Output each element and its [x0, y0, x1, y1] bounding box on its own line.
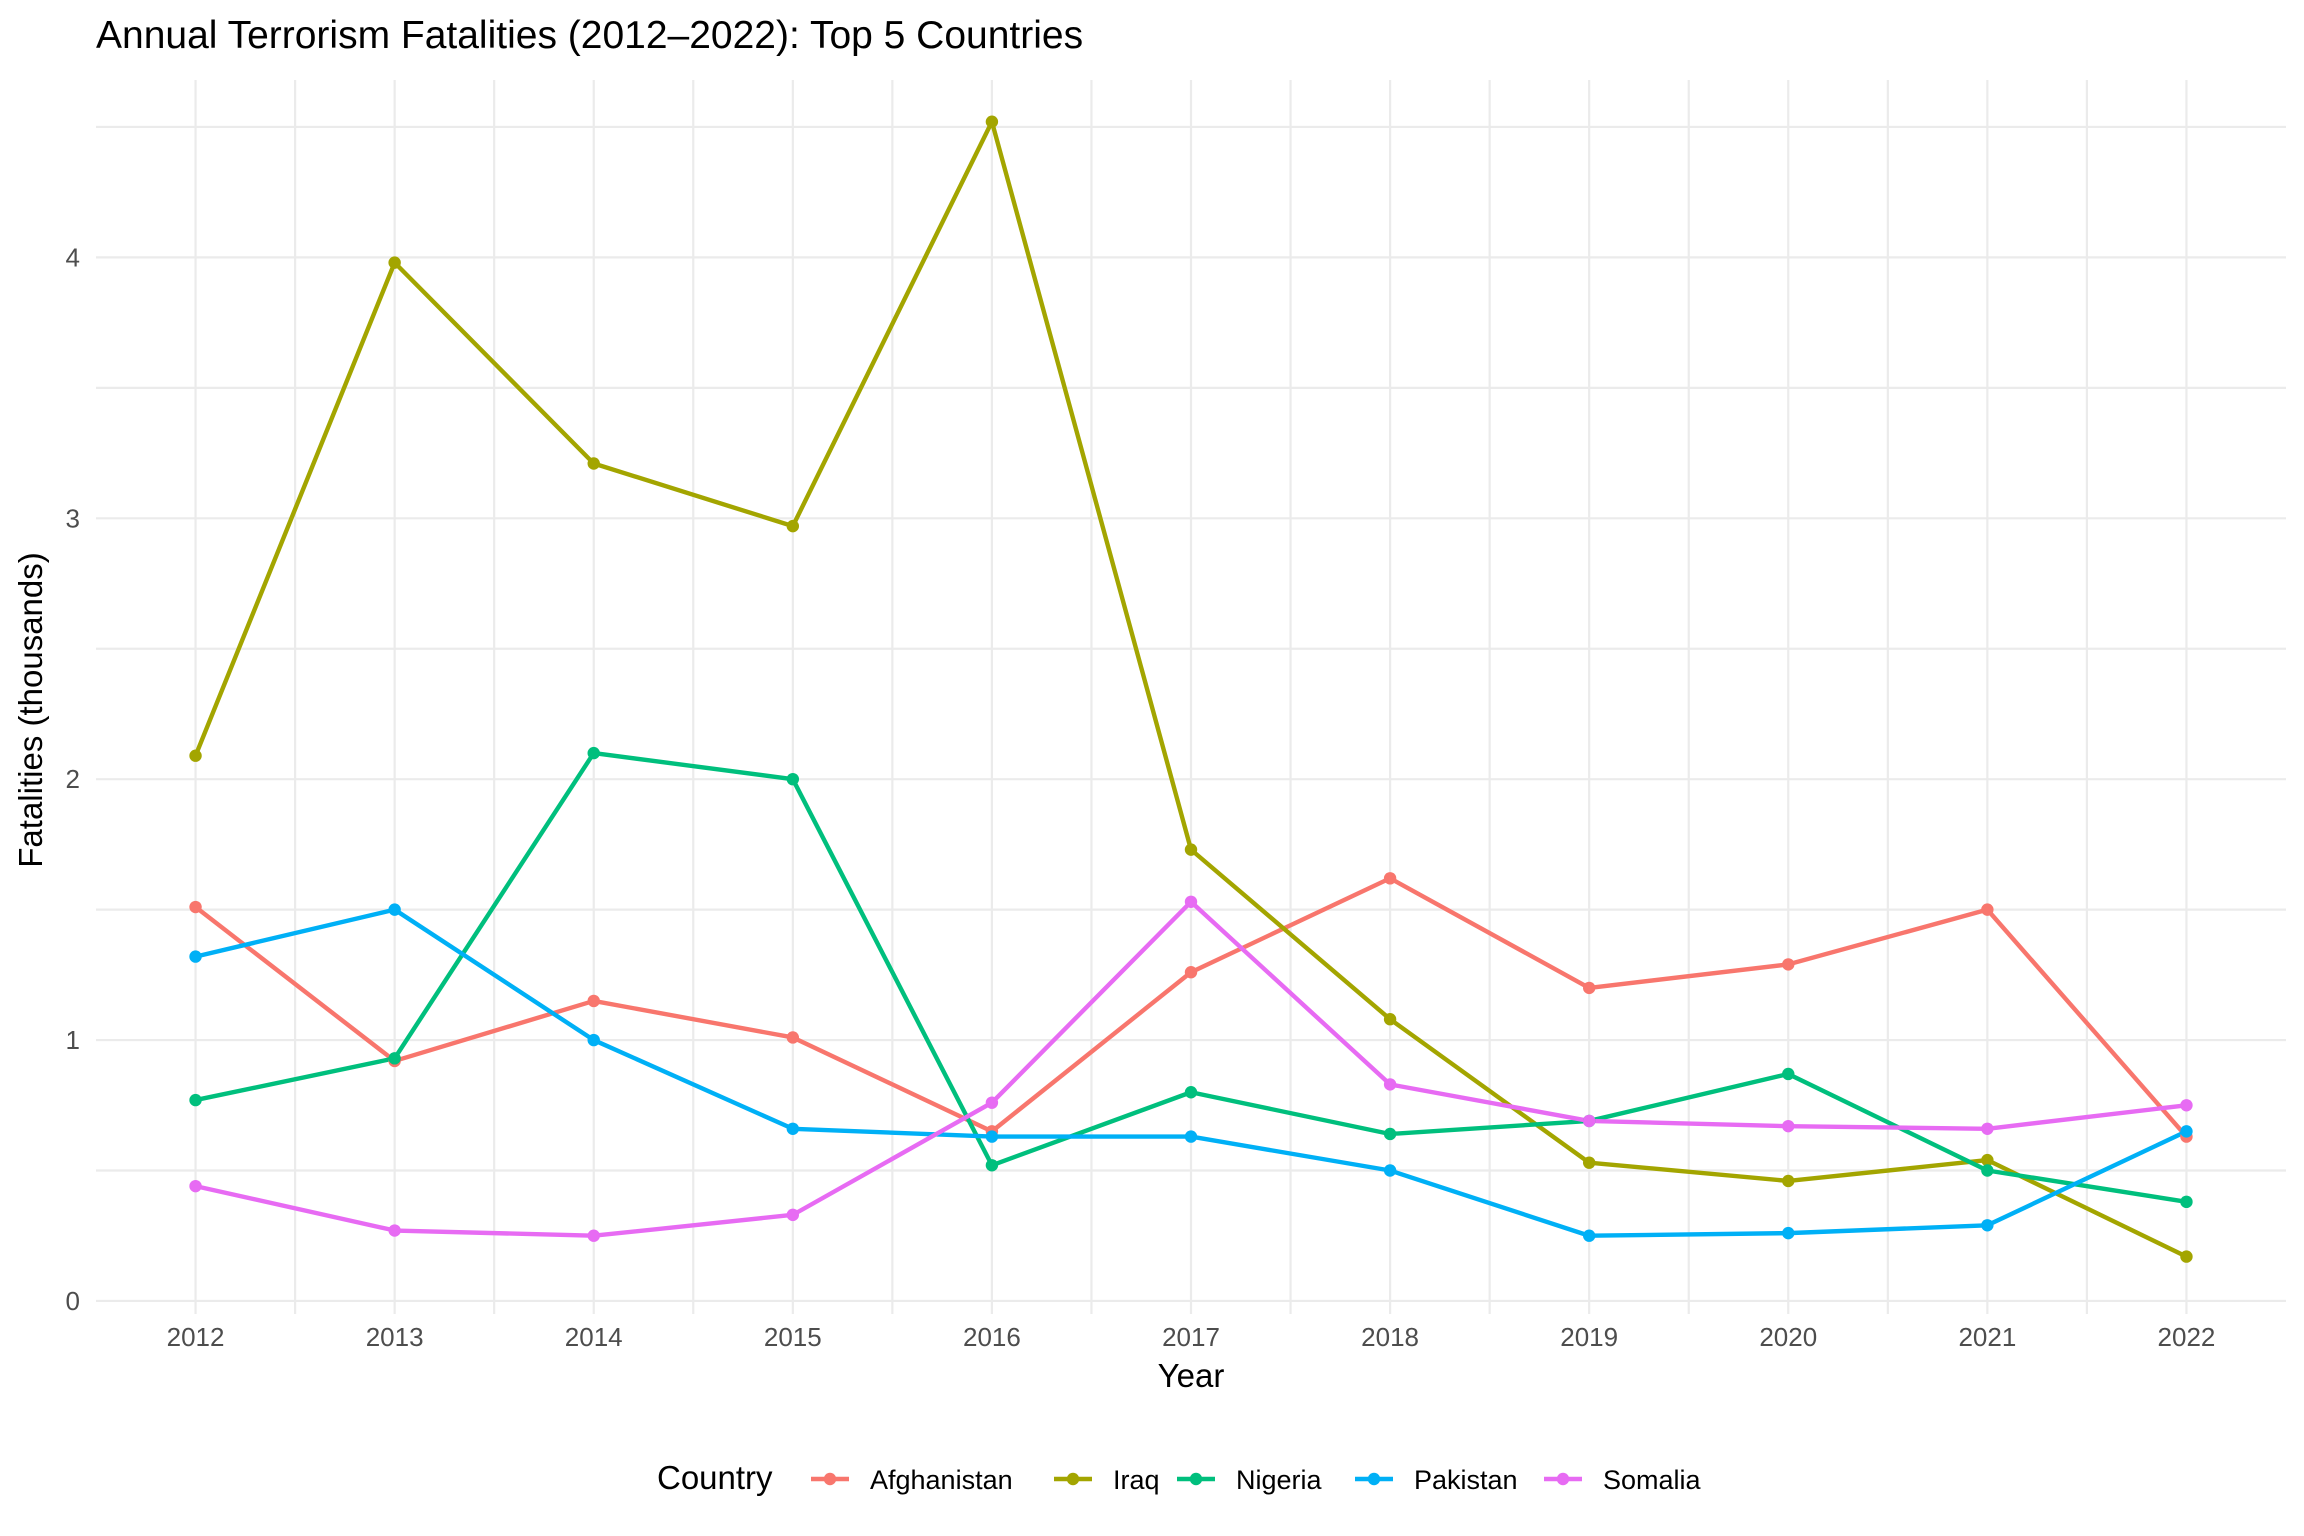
- data-point-afghanistan: [786, 1031, 800, 1044]
- legend-key-point-afghanistan: [823, 1472, 837, 1486]
- data-point-nigeria: [1383, 1127, 1397, 1141]
- data-point-somalia: [1782, 1119, 1795, 1133]
- data-point-nigeria: [985, 1159, 999, 1172]
- data-point-pakistan: [1184, 1130, 1198, 1143]
- legend-key-point-nigeria: [1189, 1472, 1203, 1486]
- x-tick-label: 2018: [1361, 1322, 1419, 1352]
- data-point-nigeria: [189, 1093, 202, 1107]
- x-tick-label: 2022: [2158, 1322, 2216, 1352]
- legend-key-point-pakistan: [1367, 1472, 1381, 1486]
- x-tick-label: 2016: [963, 1322, 1021, 1352]
- data-point-iraq: [786, 519, 800, 533]
- legend-label-iraq: Iraq: [1113, 1465, 1160, 1495]
- data-point-afghanistan: [1184, 966, 1198, 979]
- data-point-iraq: [587, 457, 600, 470]
- legend-key-point-somalia: [1556, 1472, 1570, 1486]
- data-point-iraq: [189, 749, 202, 762]
- legend-label-somalia: Somalia: [1603, 1465, 1702, 1495]
- y-axis-ticks: 0 1 2 3 4: [66, 242, 80, 1316]
- y-tick-label: 1: [66, 1025, 80, 1055]
- data-point-somalia: [189, 1179, 202, 1193]
- data-point-somalia: [985, 1096, 999, 1109]
- data-point-pakistan: [786, 1122, 800, 1135]
- data-point-nigeria: [587, 746, 600, 760]
- data-point-afghanistan: [189, 900, 202, 914]
- y-tick-label: 4: [66, 242, 80, 272]
- data-point-afghanistan: [1782, 958, 1795, 971]
- data-point-pakistan: [2180, 1125, 2193, 1138]
- data-point-pakistan: [1383, 1164, 1397, 1177]
- data-point-iraq: [1782, 1174, 1795, 1188]
- y-tick-label: 0: [66, 1286, 80, 1316]
- data-point-somalia: [786, 1208, 800, 1222]
- data-point-iraq: [2180, 1250, 2193, 1263]
- data-point-nigeria: [786, 772, 800, 786]
- legend-label-afghanistan: Afghanistan: [870, 1465, 1013, 1495]
- data-point-afghanistan: [1582, 981, 1596, 995]
- data-point-somalia: [2180, 1099, 2193, 1112]
- chart-title: Annual Terrorism Fatalities (2012–2022):…: [96, 14, 1083, 57]
- grid: [96, 80, 2286, 1314]
- x-tick-label: 2017: [1162, 1322, 1220, 1352]
- data-point-pakistan: [985, 1130, 999, 1143]
- x-tick-label: 2020: [1759, 1322, 1817, 1352]
- data-point-somalia: [1981, 1122, 1994, 1135]
- data-point-pakistan: [587, 1033, 600, 1047]
- x-tick-label: 2021: [1958, 1322, 2016, 1352]
- legend-label-nigeria: Nigeria: [1236, 1465, 1323, 1495]
- x-axis-ticks: 2012 2013 2014 2015 2016 2017 2018 2019 2020 2021…: [167, 1322, 2216, 1352]
- data-point-iraq: [1981, 1153, 1994, 1167]
- data-point-pakistan: [1782, 1226, 1795, 1240]
- data-point-somalia: [1582, 1114, 1596, 1128]
- data-point-nigeria: [2180, 1195, 2193, 1209]
- legend-title: Country: [657, 1459, 773, 1496]
- data-point-somalia: [1184, 895, 1198, 908]
- data-point-somalia: [1383, 1078, 1397, 1091]
- legend: Country Afghanistan Iraq Nigeria Pakistan So…: [657, 1459, 1702, 1496]
- x-axis-title: Year: [1158, 1357, 1225, 1394]
- legend-label-pakistan: Pakistan: [1414, 1465, 1518, 1495]
- data-point-afghanistan: [1981, 903, 1994, 916]
- data-point-iraq: [388, 256, 401, 269]
- x-tick-label: 2014: [565, 1322, 623, 1352]
- data-point-iraq: [1383, 1012, 1397, 1026]
- x-tick-label: 2015: [764, 1322, 822, 1352]
- data-point-iraq: [985, 115, 999, 128]
- data-point-iraq: [1582, 1156, 1596, 1169]
- data-point-pakistan: [1582, 1229, 1596, 1242]
- data-point-pakistan: [1981, 1219, 1994, 1232]
- data-point-somalia: [388, 1224, 401, 1237]
- data-point-iraq: [1184, 843, 1198, 856]
- data-point-afghanistan: [587, 994, 600, 1008]
- data-point-nigeria: [388, 1052, 401, 1065]
- data-point-nigeria: [1981, 1164, 1994, 1177]
- x-tick-label: 2012: [167, 1322, 225, 1352]
- data-point-nigeria: [1184, 1086, 1198, 1099]
- data-point-nigeria: [1782, 1067, 1795, 1081]
- data-point-pakistan: [189, 950, 202, 963]
- data-point-pakistan: [388, 903, 401, 916]
- y-tick-label: 3: [66, 503, 80, 533]
- x-tick-label: 2013: [366, 1322, 424, 1352]
- data-point-somalia: [587, 1229, 600, 1242]
- legend-key-point-iraq: [1066, 1472, 1080, 1486]
- y-axis-title: Fatalities (thousands): [12, 552, 49, 867]
- x-tick-label: 2019: [1560, 1322, 1618, 1352]
- data-point-afghanistan: [1383, 872, 1397, 885]
- data-points: [189, 115, 2193, 1263]
- y-tick-label: 2: [66, 764, 80, 794]
